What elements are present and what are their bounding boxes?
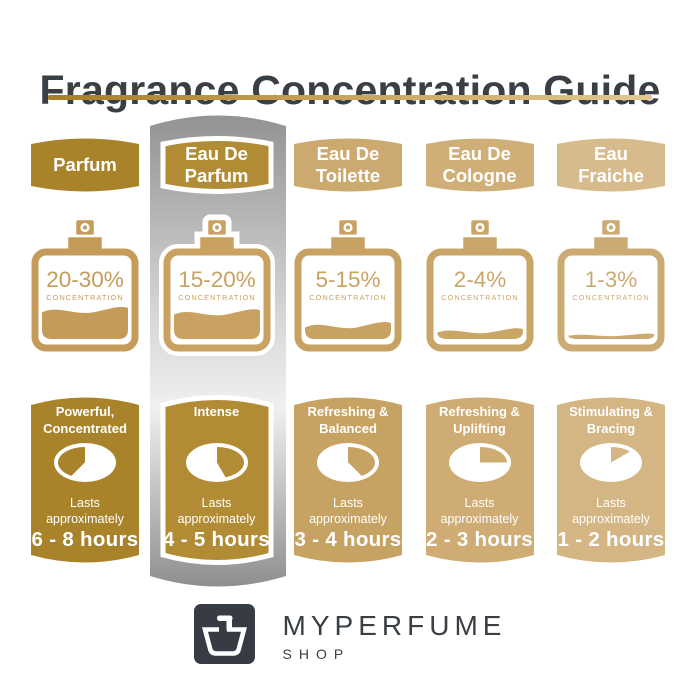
bottle-svg: 20-30% CONCENTRATION [31,217,139,352]
brand-name: MYPERFUME [282,610,507,641]
duration-value: 4 - 5 hours [163,528,270,551]
perfume-bottle-graphic: 15-20% CONCENTRATION [158,214,275,356]
svg-text:CONCENTRATION: CONCENTRATION [309,293,386,302]
fragrance-columns: Parfum 20-30% CONCENTRATION Powerful, Co… [31,136,665,566]
scent-character-label: Refreshing & Uplifting [439,404,520,436]
card-content: Stimulating & Bracing Lasts approximatel… [557,394,665,566]
myperfume-logo-icon [193,604,255,664]
clock-pie-icon [185,443,248,482]
scent-character-label: Powerful, Concentrated [43,404,127,436]
clock-pie-icon [580,443,642,482]
duration-caption: Lasts approximately [440,496,519,526]
duration-value: 3 - 4 hours [294,528,402,551]
svg-text:15-20%: 15-20% [178,267,256,292]
page-title: Fragrance Concentration Guide [39,67,661,114]
perfume-bottle-graphic: 2-4% CONCENTRATION [426,217,534,352]
fragrance-info-card: Powerful, Concentrated Lasts approximate… [31,394,139,566]
fragrance-type-badge: Eau De Cologne [425,136,534,194]
badge-shape [557,138,665,192]
fragrance-type-label: Eau De Cologne [442,143,517,186]
fragrance-type-badge: Parfum [31,136,139,194]
clock-pie-icon [448,443,511,482]
perfume-bottle-graphic: 1-3% CONCENTRATION [557,217,665,352]
perfume-bottle-graphic: 20-30% CONCENTRATION [31,217,139,352]
svg-text:5-15%: 5-15% [315,267,380,292]
svg-text:CONCENTRATION: CONCENTRATION [441,293,518,302]
badge-shape [160,136,273,194]
duration-value: 6 - 8 hours [31,528,139,551]
fragrance-column: Eau De Cologne 2-4% CONCENTRATION Refres… [425,136,534,566]
fragrance-column: Eau De Parfum 15-20% CONCENTRATION Inten… [158,136,275,566]
duration-caption: Lasts approximately [572,496,650,526]
perfume-bottle-graphic: 5-15% CONCENTRATION [294,217,402,352]
fragrance-info-card: Refreshing & Uplifting Lasts approximate… [425,394,534,566]
clock-pie-icon [54,443,116,482]
scent-character-label: Refreshing & Balanced [307,404,389,436]
duration-caption: Lasts approximately [177,496,256,526]
badge-shape [294,138,402,192]
duration-value: 1 - 2 hours [557,528,665,551]
duration-caption: Lasts approximately [46,496,124,526]
fragrance-column: Eau De Toilette 5-15% CONCENTRATION Refr… [294,136,402,566]
scent-character-label: Stimulating & Bracing [569,404,653,436]
svg-text:CONCENTRATION: CONCENTRATION [178,293,255,302]
scent-character-label: Intense [193,404,240,419]
brand-footer: MYPERFUME SHOP [0,604,700,664]
svg-text:20-30%: 20-30% [46,267,124,292]
brand-text-block: MYPERFUME SHOP [282,604,507,662]
card-content: Intense Lasts approximately 4 - 5 hours [163,394,271,566]
fragrance-column: Parfum 20-30% CONCENTRATION Powerful, Co… [31,136,139,566]
svg-text:CONCENTRATION: CONCENTRATION [572,293,649,302]
card-content: Powerful, Concentrated Lasts approximate… [31,394,139,566]
fragrance-column: Eau Fraiche 1-3% CONCENTRATION Stimulati… [557,136,665,566]
title-underline [48,95,652,100]
card-content: Refreshing & Uplifting Lasts approximate… [426,394,534,566]
badge-shape [425,138,534,192]
bottle-svg: 5-15% CONCENTRATION [294,217,402,352]
fragrance-type-label: Eau Fraiche [578,143,644,186]
svg-text:2-4%: 2-4% [453,267,506,292]
duration-caption: Lasts approximately [309,496,387,526]
fragrance-type-label: Eau De Toilette [315,143,381,186]
bottle-svg: 2-4% CONCENTRATION [426,217,533,352]
svg-text:CONCENTRATION: CONCENTRATION [46,293,123,302]
fragrance-type-badge: Eau De Parfum [160,136,273,194]
bottle-svg: 15-20% CONCENTRATION [158,214,275,356]
duration-value: 2 - 3 hours [426,528,533,551]
fragrance-type-label: Eau De Parfum [184,143,249,186]
fragrance-type-badge: Eau Fraiche [557,136,665,194]
badge-shape [31,138,139,192]
brand-subtitle: SHOP [282,646,351,662]
fragrance-type-badge: Eau De Toilette [294,136,402,194]
bottle-svg: 1-3% CONCENTRATION [557,217,665,352]
svg-text:1-3%: 1-3% [585,267,638,292]
card-content: Refreshing & Balanced Lasts approximatel… [294,394,402,566]
fragrance-info-card: Intense Lasts approximately 4 - 5 hours [160,394,273,566]
clock-pie-icon [317,443,379,482]
fragrance-info-card: Refreshing & Balanced Lasts approximatel… [294,394,402,566]
fragrance-type-label: Parfum [53,154,117,176]
fragrance-info-card: Stimulating & Bracing Lasts approximatel… [557,394,665,566]
